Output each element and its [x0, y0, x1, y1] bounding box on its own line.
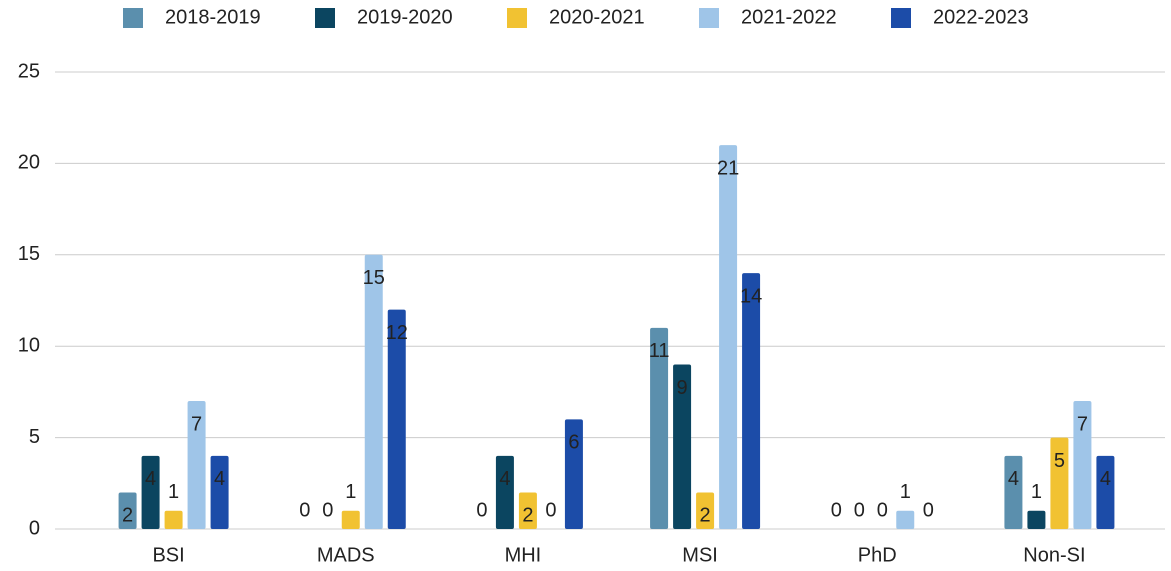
data-label: 21 — [717, 157, 739, 179]
data-label: 4 — [145, 468, 156, 490]
y-tick-label: 0 — [29, 517, 40, 539]
legend-swatch — [891, 8, 911, 28]
data-label: 1 — [168, 481, 179, 503]
data-label: 15 — [363, 267, 385, 289]
data-label: 1 — [1031, 481, 1042, 503]
legend-swatch — [123, 8, 143, 28]
bar — [1073, 401, 1092, 529]
y-tick-label: 20 — [18, 152, 40, 174]
bar — [364, 254, 383, 530]
legend-label: 2019-2020 — [357, 6, 453, 28]
data-label: 4 — [1008, 468, 1019, 490]
legend-swatch — [699, 8, 719, 28]
bar — [650, 327, 669, 529]
y-tick-label: 10 — [18, 334, 40, 356]
bar — [141, 455, 160, 529]
bar — [1027, 510, 1046, 529]
bar — [673, 364, 692, 529]
legend-label: 2020-2021 — [549, 6, 645, 28]
bar — [1096, 455, 1115, 529]
legend-label: 2022-2023 — [933, 6, 1029, 28]
x-tick-label: MSI — [682, 544, 718, 566]
bar — [1004, 455, 1023, 529]
bar — [341, 510, 360, 529]
data-label: 4 — [1100, 468, 1111, 490]
data-label: 2 — [522, 505, 533, 527]
x-tick-label: MHI — [505, 544, 542, 566]
bar — [164, 510, 183, 529]
data-label: 0 — [831, 499, 842, 521]
data-label: 1 — [900, 481, 911, 503]
data-label: 0 — [854, 499, 865, 521]
data-label: 0 — [299, 499, 310, 521]
y-tick-label: 25 — [18, 60, 40, 82]
data-label: 2 — [700, 505, 711, 527]
data-label: 12 — [386, 322, 408, 344]
data-label: 14 — [740, 285, 762, 307]
data-label: 7 — [191, 413, 202, 435]
data-label: 0 — [545, 499, 556, 521]
data-label: 0 — [476, 499, 487, 521]
bar — [1050, 437, 1069, 529]
bar — [187, 401, 206, 529]
data-label: 9 — [677, 377, 688, 399]
bar — [495, 455, 514, 529]
bar — [518, 492, 537, 529]
data-label: 0 — [322, 499, 333, 521]
legend-label: 2018-2019 — [165, 6, 261, 28]
data-label: 2 — [122, 505, 133, 527]
data-label: 0 — [923, 499, 934, 521]
legend-swatch — [507, 8, 527, 28]
data-label: 1 — [345, 481, 356, 503]
data-label: 6 — [568, 432, 579, 454]
data-label: 7 — [1077, 413, 1088, 435]
data-label: 11 — [649, 340, 670, 362]
y-tick-label: 15 — [18, 243, 40, 265]
legend-label: 2021-2022 — [741, 6, 837, 28]
data-label: 5 — [1054, 450, 1065, 472]
bar — [564, 419, 583, 529]
y-tick-label: 5 — [29, 426, 40, 448]
x-tick-label: Non-SI — [1023, 544, 1085, 566]
data-label: 4 — [214, 468, 225, 490]
bar — [387, 309, 406, 529]
data-label: 0 — [877, 499, 888, 521]
bar — [896, 510, 915, 529]
bar — [118, 492, 137, 529]
data-label: 4 — [499, 468, 510, 490]
legend-swatch — [315, 8, 335, 28]
bar — [696, 492, 715, 529]
x-tick-label: MADS — [317, 544, 375, 566]
x-tick-label: PhD — [858, 544, 897, 566]
bar — [742, 273, 761, 529]
x-tick-label: BSI — [152, 544, 184, 566]
bar — [719, 145, 738, 529]
bar — [210, 455, 229, 529]
